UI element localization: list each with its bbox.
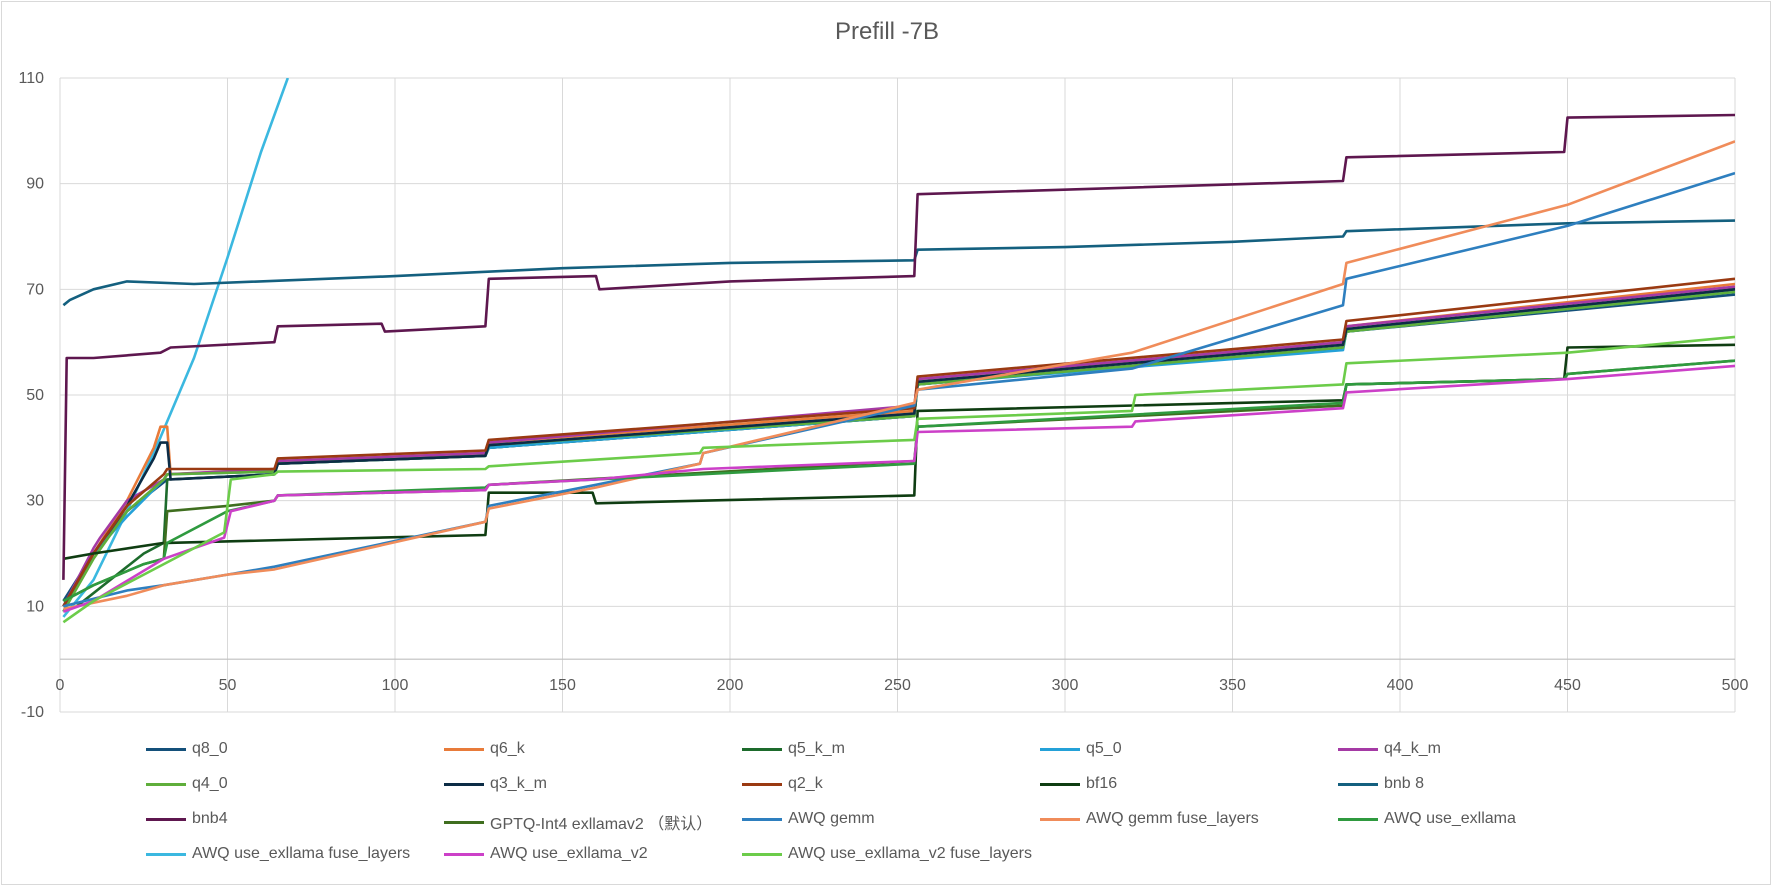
legend-item: q4_k_m (1338, 740, 1441, 758)
x-tick-label: 100 (382, 677, 409, 694)
legend-swatch (146, 782, 186, 786)
series-line (63, 140, 1735, 611)
legend-swatch (1040, 782, 1080, 786)
legend-item: bnb 8 (1338, 775, 1424, 793)
legend-swatch (742, 747, 782, 751)
x-tick-label: 500 (1722, 677, 1749, 694)
series-line (62, 335, 1735, 624)
legend-swatch (742, 817, 782, 821)
legend-item: q8_0 (146, 740, 228, 758)
legend-label: q4_0 (192, 775, 228, 792)
legend-swatch (146, 852, 186, 856)
legend-item: AWQ use_exllama (1338, 810, 1516, 828)
legend-item: q6_k (444, 740, 525, 758)
x-tick-label: 450 (1554, 677, 1581, 694)
series-line (62, 288, 1735, 607)
series-line (62, 290, 1735, 613)
x-tick-label: 150 (549, 677, 576, 694)
legend-label: AWQ use_exllama_v2 fuse_layers (788, 845, 1032, 862)
legend-swatch (444, 747, 484, 751)
legend-swatch (742, 782, 782, 786)
legend-label: q4_k_m (1384, 740, 1441, 757)
series-line (62, 219, 1735, 307)
x-tick-label: 200 (717, 677, 744, 694)
x-tick-label: 50 (219, 677, 237, 694)
chart-title: Prefill -7B (834, 18, 940, 45)
y-tick-label: 30 (26, 493, 44, 510)
series-line (62, 288, 1735, 613)
series-line (62, 293, 1735, 602)
series-line (62, 359, 1735, 603)
legend-item: GPTQ-Int4 exllamav2 （默认） (444, 810, 712, 834)
legend-label: q5_0 (1086, 740, 1122, 757)
y-tick-label: -10 (21, 704, 44, 721)
legend-label: q5_k_m (788, 740, 845, 757)
legend-swatch (444, 820, 484, 824)
series-line (63, 343, 1735, 561)
series-line (62, 364, 1735, 613)
legend-swatch (1338, 782, 1378, 786)
legend-label: bnb 8 (1384, 775, 1425, 792)
legend-swatch (1040, 817, 1080, 821)
legend-label: AWQ gemm (788, 810, 875, 827)
legend-item: bf16 (1040, 775, 1117, 793)
series-line (62, 277, 1735, 607)
x-tick-label: 300 (1052, 677, 1079, 694)
legend-item: AWQ gemm (742, 810, 875, 828)
series-line (62, 359, 1735, 603)
legend-item: AWQ use_exllama_v2 (444, 845, 648, 863)
y-tick-label: 10 (26, 598, 44, 615)
legend-swatch (742, 852, 782, 856)
legend-swatch (444, 782, 484, 786)
legend-swatch (1338, 817, 1378, 821)
legend-item: AWQ use_exllama fuse_layers (146, 845, 410, 863)
legend-swatch (146, 817, 186, 821)
legend-label: AWQ use_exllama (1384, 810, 1516, 827)
x-tick-label: 0 (56, 677, 65, 694)
legend-swatch (146, 747, 186, 751)
x-tick-label: 250 (884, 677, 911, 694)
y-tick-label: 90 (26, 176, 44, 193)
legend-item: q2_k (742, 775, 823, 793)
legend-label: q6_k (490, 740, 525, 757)
legend-label: q2_k (788, 775, 823, 792)
series-line (62, 113, 1735, 580)
legend-label: AWQ use_exllama_v2 (490, 845, 648, 862)
legend-label: q8_0 (192, 740, 228, 757)
legend-label: bnb4 (192, 810, 228, 827)
x-tick-label: 350 (1219, 677, 1246, 694)
y-tick-label: 110 (18, 70, 44, 87)
series-line (62, 78, 290, 618)
y-tick-label: 50 (26, 387, 44, 404)
legend-item: bnb4 (146, 810, 228, 828)
x-tick-label: 400 (1387, 677, 1414, 694)
legend-item: q3_k_m (444, 775, 547, 793)
legend-label: AWQ gemm fuse_layers (1086, 810, 1259, 827)
series-line (62, 290, 1735, 613)
legend-swatch (1338, 747, 1378, 751)
legend-item: AWQ gemm fuse_layers (1040, 810, 1259, 828)
y-tick-label: 70 (26, 281, 44, 298)
legend-item: AWQ use_exllama_v2 fuse_layers (742, 845, 1032, 863)
series-line (63, 171, 1735, 608)
legend-label: bf16 (1086, 775, 1118, 792)
legend-item: q5_k_m (742, 740, 845, 758)
legend-swatch (444, 852, 484, 856)
legend-item: q5_0 (1040, 740, 1122, 758)
legend-label: AWQ use_exllama fuse_layers (192, 845, 411, 862)
legend-item: q4_0 (146, 775, 228, 793)
legend-swatch (1040, 747, 1080, 751)
legend-label: q3_k_m (490, 775, 547, 792)
legend-label: GPTQ-Int4 exllamav2 （默认） (490, 816, 713, 833)
